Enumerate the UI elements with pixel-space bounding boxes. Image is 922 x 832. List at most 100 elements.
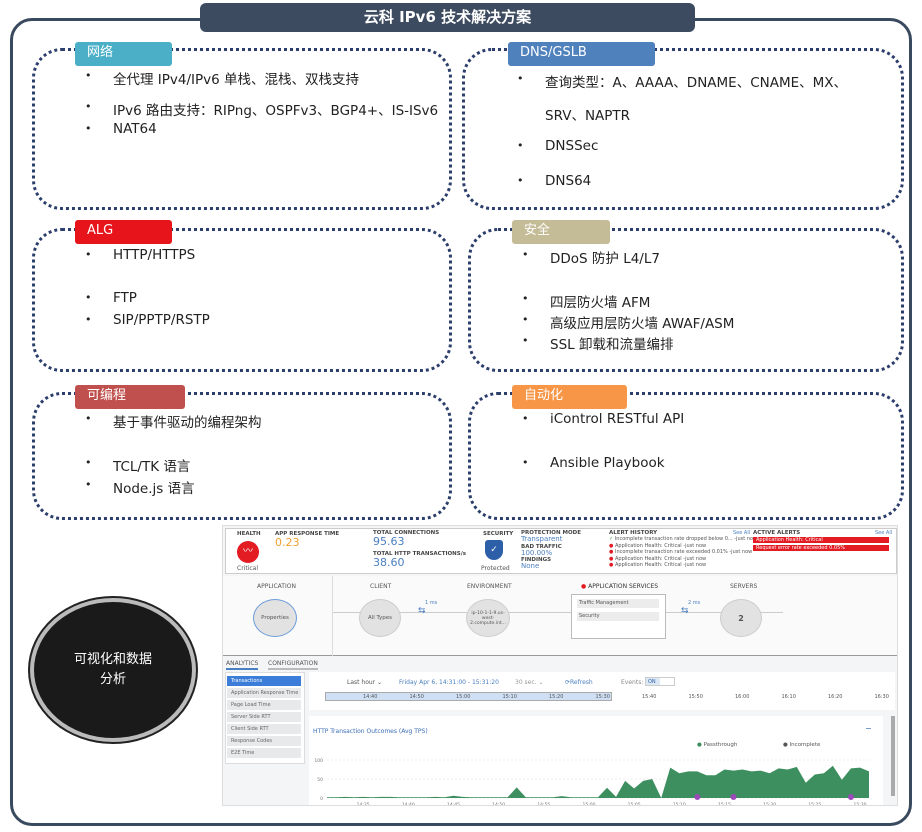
findings-label: FINDINGS xyxy=(521,557,552,563)
bullet-icon: • xyxy=(85,456,92,469)
findings: None xyxy=(521,562,540,570)
feature-item: Ansible Playbook xyxy=(550,455,665,471)
x-tick-label: 15:20 xyxy=(763,802,776,806)
active-alert[interactable]: Request error rate exceeded 0.05% xyxy=(753,545,889,551)
legend-dot-passthrough: ● xyxy=(697,742,702,748)
section-label: 自动化 xyxy=(512,385,627,409)
alert-history-label: ALERT HISTORY xyxy=(609,530,658,536)
legend-dot-incomplete: ● xyxy=(783,742,788,748)
bullet-icon: • xyxy=(85,478,92,491)
side-nav-item[interactable]: E2E Time xyxy=(227,748,301,758)
feature-item: iControl RESTful API xyxy=(550,411,685,427)
tab-analytics[interactable]: ANALYTICS xyxy=(226,660,259,670)
bullet-icon: • xyxy=(85,291,92,304)
side-nav-item[interactable]: Transactions xyxy=(227,676,301,686)
section-label: ALG xyxy=(75,220,172,244)
range-dropdown[interactable]: Last hour ⌄ xyxy=(347,679,383,686)
feature-item: 查询类型：A、AAAA、DNAME、CNAME、MX、 xyxy=(545,75,848,91)
x-tick-label: 14:50 xyxy=(492,802,505,806)
timeline-tick: 16:30 xyxy=(874,694,889,700)
service-traffic-management[interactable]: Traffic Management xyxy=(577,599,659,608)
timeline-tick: 15:40 xyxy=(642,694,657,700)
events-toggle[interactable]: ON xyxy=(645,677,675,686)
active-alerts-label: ACTIVE ALERTS xyxy=(753,530,801,536)
client-latency: 1 ms xyxy=(425,600,438,606)
alert-history-item[interactable]: ● Application Health: Critical -just now xyxy=(609,543,706,549)
side-nav-item[interactable]: Client Side RTT xyxy=(227,724,301,734)
y-tick-label: 50 xyxy=(317,777,323,783)
timeline-tick: 16:10 xyxy=(781,694,796,700)
alert-history-see-all[interactable]: See All xyxy=(733,530,751,536)
alert-text: Incomplete transaction rate dropped belo… xyxy=(614,536,758,542)
x-tick-label: 15:15 xyxy=(718,802,731,806)
bullet-icon: • xyxy=(517,174,524,187)
legend-incomplete[interactable]: Incomplete xyxy=(789,742,821,748)
app-node[interactable]: Properties xyxy=(253,599,297,637)
alert-history-item[interactable]: ● Incomplete transaction rate exceeded 0… xyxy=(609,549,752,555)
section-box xyxy=(32,228,452,372)
server-latency: 2 ms xyxy=(688,600,701,606)
timeline-tick: 16:00 xyxy=(735,694,750,700)
active-alert[interactable]: Application Health: Critical xyxy=(753,537,889,543)
event-marker xyxy=(694,794,701,800)
side-nav-item[interactable]: Page Load Time xyxy=(227,700,301,710)
section-box xyxy=(468,228,904,372)
timeline-selection[interactable] xyxy=(325,692,612,701)
date-range[interactable]: Friday Apr 6, 14:31:00 - 15:31:20 xyxy=(399,679,499,686)
active-alerts-see-all[interactable]: See All xyxy=(875,530,893,536)
timeline-tick: 14:50 xyxy=(409,694,424,700)
client-heading: CLIENT xyxy=(370,583,392,590)
http-value: 38.60 xyxy=(373,556,405,569)
feature-item: HTTP/HTTPS xyxy=(113,247,196,263)
servers-node[interactable]: 2 xyxy=(720,599,762,637)
bullet-icon: • xyxy=(522,456,529,469)
feature-item: SSL 卸载和流量编排 xyxy=(550,337,674,353)
y-tick-label: 100 xyxy=(314,758,323,764)
alert-text: Incomplete transaction rate exceeded 0.0… xyxy=(614,549,753,555)
alert-dot-icon: ● xyxy=(609,549,614,555)
application-heading: APPLICATION xyxy=(257,583,296,590)
alert-history-item[interactable]: ● Application Health: Critical -just now xyxy=(609,556,706,562)
x-tick-label: 14:35 xyxy=(357,802,370,806)
timeline-tick: 14:40 xyxy=(363,694,378,700)
interval-dropdown[interactable]: 30 sec. ⌄ xyxy=(515,679,544,686)
side-nav-item[interactable]: Application Response Time xyxy=(227,688,301,698)
environment-node[interactable]: ip-10-1-1-9.us-west-2.compute.int... xyxy=(466,599,510,637)
alert-history-item[interactable]: ✓ Incomplete transaction rate dropped be… xyxy=(609,536,757,542)
f5-logo-icon: ● xyxy=(581,583,587,590)
page-title: 云科 IPv6 技术解决方案 xyxy=(200,3,695,32)
section-label: 可编程 xyxy=(75,385,185,409)
client-node[interactable]: All Types xyxy=(359,599,401,637)
refresh-button[interactable]: ⟳Refresh xyxy=(565,679,593,686)
bullet-icon: • xyxy=(85,248,92,261)
feature-item: DDoS 防护 L4/L7 xyxy=(550,251,660,267)
section-box xyxy=(32,392,452,520)
area-passthrough xyxy=(327,765,869,798)
bad-traffic-label: BAD TRAFFIC xyxy=(521,544,562,550)
legend-passthrough[interactable]: Passthrough xyxy=(703,742,738,748)
section-box xyxy=(32,48,452,210)
timeline-tick: 15:10 xyxy=(502,694,517,700)
feature-item: 高级应用层防火墙 AWAF/ASM xyxy=(550,316,735,332)
bullet-icon: • xyxy=(85,313,92,326)
bullet-icon: • xyxy=(522,334,529,347)
alert-dot-icon: ● xyxy=(609,542,614,549)
bullet-icon: • xyxy=(522,313,529,326)
scrollbar[interactable] xyxy=(891,716,895,796)
side-nav-item[interactable]: Server Side RTT xyxy=(227,712,301,722)
side-nav-item[interactable]: Response Codes xyxy=(227,736,301,746)
security-status: Protected xyxy=(481,565,510,572)
timeline-tick: 15:30 xyxy=(595,694,610,700)
service-security[interactable]: Security xyxy=(577,612,659,621)
alert-history-item[interactable]: ● Application Health: Critical -just now xyxy=(609,562,706,568)
y-tick-label: 0 xyxy=(320,796,323,802)
events-label: Events: xyxy=(621,679,644,686)
check-icon: ✓ xyxy=(609,536,614,542)
alert-dot-icon: ● xyxy=(609,555,614,562)
event-marker xyxy=(847,794,854,800)
feature-item: DNS64 xyxy=(545,173,592,189)
feature-item: IPv6 路由支持：RIPng、OSPFv3、BGP4+、IS-ISv6 xyxy=(113,103,439,119)
connections-label: TOTAL CONNECTIONS xyxy=(373,530,440,536)
tab-configuration[interactable]: CONFIGURATION xyxy=(268,660,318,670)
collapse-icon[interactable]: − xyxy=(865,724,872,733)
